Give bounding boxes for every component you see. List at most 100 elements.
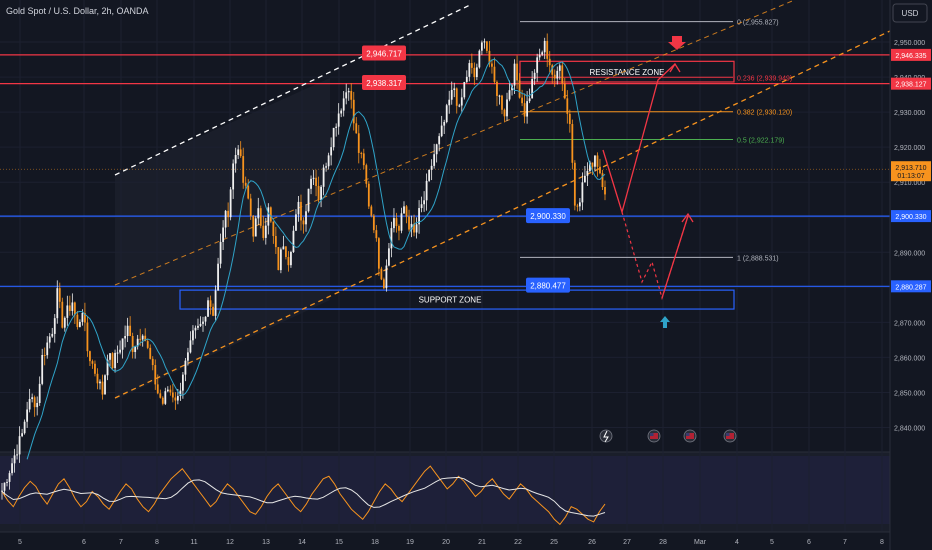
candle-body <box>594 155 596 167</box>
candle-body <box>1 490 3 492</box>
candle-body <box>415 224 418 233</box>
level-axis-label: 2,880.287 <box>895 284 926 291</box>
us-flag-canton-icon <box>726 433 730 436</box>
candle-body <box>16 454 18 456</box>
candle-body <box>347 90 350 93</box>
candle-body <box>99 381 101 384</box>
candle-body <box>405 206 408 217</box>
candle-body <box>146 341 149 348</box>
support-zone[interactable] <box>179 289 735 310</box>
support-zone-label: SUPPORT ZONE <box>419 296 482 305</box>
candle-body <box>506 99 508 117</box>
candle-body <box>154 365 157 385</box>
y-tick-label: 2,910.000 <box>894 180 925 187</box>
candle-body <box>596 155 599 167</box>
candle-body <box>365 165 368 184</box>
candle-body <box>523 103 526 117</box>
candle-body <box>443 122 446 126</box>
candle-body <box>144 335 147 342</box>
candle-body <box>350 90 353 100</box>
candle-body <box>58 288 61 302</box>
candle-body <box>553 74 556 79</box>
x-tick-label: 8 <box>155 539 159 546</box>
candle-body <box>194 327 197 331</box>
currency-label[interactable]: USD <box>902 9 919 18</box>
candle-body <box>568 113 571 125</box>
candle-body <box>76 314 79 327</box>
channel-upper-white <box>114 4 471 176</box>
candle-body <box>141 335 144 340</box>
candle-body <box>493 66 496 82</box>
candle-body <box>81 312 84 322</box>
projection-path-alt <box>621 211 689 301</box>
candle-body <box>425 180 428 201</box>
currency-box[interactable] <box>892 3 928 23</box>
candle-body <box>89 351 91 362</box>
candle-body <box>563 83 566 99</box>
projection-arrowhead <box>669 62 681 73</box>
candle-body <box>68 305 71 311</box>
y-tick-label: 2,890.000 <box>894 250 925 257</box>
candle-body <box>473 67 476 78</box>
candle-body <box>536 57 539 73</box>
candle-body <box>161 397 164 404</box>
candle-body <box>86 322 89 352</box>
candle-body <box>290 251 292 266</box>
candle-body <box>538 54 541 58</box>
candle-body <box>71 302 74 311</box>
candle-body <box>584 175 586 183</box>
candle-body <box>6 481 8 483</box>
candle-body <box>259 208 262 226</box>
candle-body <box>46 342 49 356</box>
candle-body <box>367 183 370 207</box>
candle-body <box>111 353 114 369</box>
x-tick-label: 25 <box>550 539 558 546</box>
candle-body <box>169 389 172 393</box>
x-tick-label: 5 <box>18 539 22 546</box>
candle-body <box>465 76 468 82</box>
price-label-text: 2,880.477 <box>530 282 566 291</box>
candle-body <box>556 70 559 79</box>
projection-path-up <box>602 63 676 215</box>
candle-body <box>302 220 305 225</box>
candle-body <box>483 41 486 43</box>
lightning-event-icon[interactable] <box>599 429 613 443</box>
candle-body <box>285 246 287 258</box>
candle-body <box>340 110 343 114</box>
price-label-text: 2,900.330 <box>530 212 566 221</box>
candle-body <box>516 63 518 81</box>
candle-body <box>332 127 335 148</box>
candle-body <box>38 383 41 403</box>
y-tick-label: 2,950.000 <box>894 40 925 47</box>
resistance-zone[interactable] <box>519 60 735 83</box>
candle-body <box>352 99 355 124</box>
candle-body <box>78 321 81 327</box>
candle-body <box>214 290 217 316</box>
candle-body <box>541 52 544 55</box>
candle-body <box>528 98 531 102</box>
candle-body <box>224 210 227 228</box>
candle-body <box>357 133 360 153</box>
buy-arrow-icon <box>660 316 670 328</box>
candle-body <box>586 170 589 176</box>
us-flag-canton-icon <box>650 433 654 436</box>
candle-body <box>470 63 473 68</box>
candle-body <box>370 206 373 216</box>
candle-body <box>234 154 237 164</box>
candle-body <box>267 207 270 226</box>
candle-body <box>428 169 431 181</box>
candle-body <box>501 95 503 110</box>
us-flag-icon <box>650 433 658 439</box>
candle-body <box>460 97 463 106</box>
candle-body <box>41 354 44 384</box>
candle-body <box>63 317 66 328</box>
x-tick-label: 21 <box>478 539 486 546</box>
candle-body <box>377 238 380 269</box>
candle-body <box>94 363 96 374</box>
level-axis-label: 2,938.127 <box>895 82 926 89</box>
x-tick-label: 20 <box>442 539 450 546</box>
price-axis-bg <box>890 0 932 550</box>
moving-average-line <box>26 58 606 460</box>
price-label-box <box>526 208 570 224</box>
level-axis-tag <box>891 77 931 90</box>
